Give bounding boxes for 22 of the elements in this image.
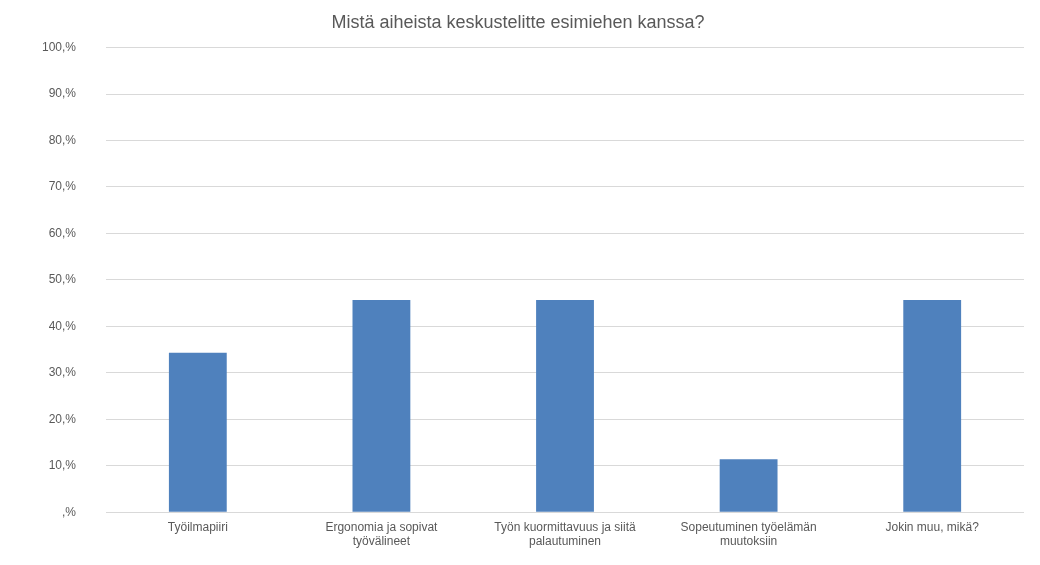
- bar: [903, 299, 962, 512]
- bar: [168, 352, 227, 512]
- y-tick-label: 100,%: [41, 39, 77, 54]
- y-tick-label: 30,%: [48, 365, 77, 380]
- y-tick-label: ,%: [62, 504, 77, 519]
- chart-title: Mistä aiheista keskustelitte esimiehen kanssa?: [331, 11, 705, 32]
- y-tick-label: 80,%: [48, 132, 77, 147]
- x-tick-label: Työn kuormittavuus ja siitä palautuminen: [494, 519, 637, 549]
- y-tick-label: 50,%: [48, 272, 77, 287]
- x-tick-label: Ergonomia ja sopivat työvälineet: [325, 519, 439, 549]
- y-tick-label: 70,%: [48, 179, 77, 194]
- bar: [536, 299, 594, 512]
- y-tick-label: 60,%: [48, 225, 77, 240]
- y-tick-label: 90,%: [48, 86, 77, 101]
- x-tick-label: Työilmapiiri: [167, 519, 228, 534]
- bar: [719, 459, 778, 512]
- bar: [352, 299, 411, 512]
- y-tick-label: 20,%: [48, 411, 77, 426]
- y-tick-label: 10,%: [48, 458, 77, 473]
- x-tick-label: Jokin muu, mikä?: [885, 519, 980, 534]
- x-tick-label: Sopeutuminen työelämän muutoksiin: [680, 519, 817, 549]
- y-tick-label: 40,%: [48, 318, 77, 333]
